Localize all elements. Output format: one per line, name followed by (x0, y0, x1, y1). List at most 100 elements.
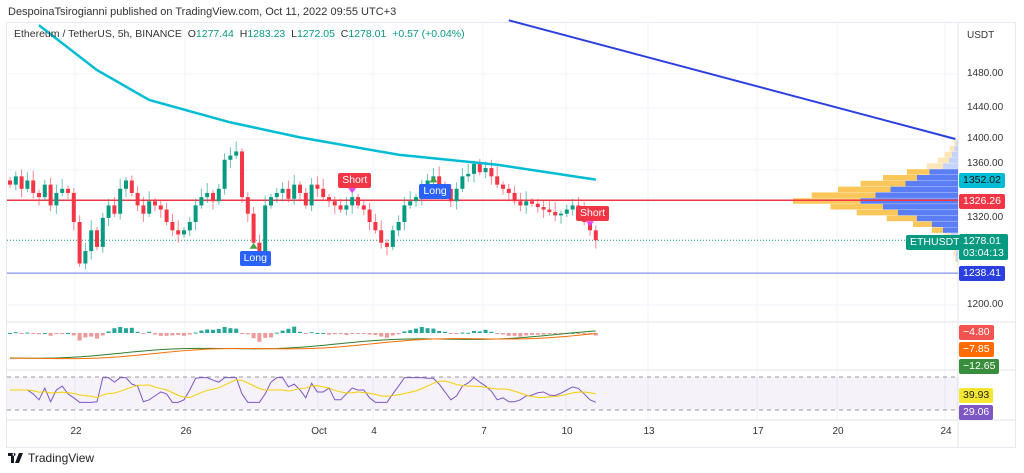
macd-histogram-bar (124, 328, 128, 333)
macd-histogram-bar (228, 328, 233, 333)
candle-body (593, 230, 598, 241)
macd-histogram-bar (448, 333, 453, 334)
macd-histogram-bar (100, 333, 105, 336)
candle-body (71, 192, 76, 222)
candle-body (274, 192, 279, 198)
volume-profile-down-bar (929, 169, 958, 175)
macd-histogram-bar (332, 333, 337, 335)
candle-body (42, 184, 47, 198)
candle-body (472, 163, 476, 174)
macd-histogram-bar (524, 333, 529, 336)
low-label: L (291, 28, 297, 40)
long-arrow-icon (429, 176, 438, 183)
macd-histogram-bar (338, 333, 343, 334)
volume-profile-up-bar (944, 151, 952, 158)
macd-histogram-bar (170, 333, 175, 336)
time-tick: 10 (561, 426, 573, 437)
close-label: C (340, 28, 349, 40)
macd-histogram-bar (42, 333, 47, 334)
candle-body (373, 222, 378, 231)
candle-body (118, 188, 123, 214)
candle-body (13, 176, 18, 185)
candle-body (269, 197, 273, 206)
low-value: 1272.05 (296, 28, 335, 40)
time-tick: 13 (643, 426, 655, 437)
candle-body (245, 197, 250, 214)
macd-histogram-bar (425, 328, 430, 333)
macd-histogram-bar (129, 327, 134, 333)
macd-histogram-bar (512, 333, 517, 336)
macd-histogram-bar (274, 332, 279, 334)
macd-histogram-bar (402, 331, 407, 333)
candle-body (95, 230, 99, 247)
volume-profile-up-bar (793, 198, 861, 204)
publish-info: DespoinaTsirogianni published on Trading… (8, 6, 397, 18)
macd-histogram-bar (19, 333, 24, 334)
macd-histogram-bar (483, 329, 488, 333)
candle-body (234, 151, 239, 156)
macd-histogram-bar (506, 333, 511, 336)
candle-body (315, 184, 320, 189)
high-value: 1283.23 (247, 28, 286, 40)
candle-body (489, 168, 494, 177)
volume-profile-down-bar (883, 204, 958, 210)
long-signal-label: Long (239, 250, 271, 266)
macd-histogram-bar (205, 329, 210, 333)
candle-body (414, 197, 418, 202)
time-tick: 17 (752, 426, 764, 437)
candle-body (298, 184, 302, 193)
macd-histogram-bar (286, 328, 291, 333)
macd-histogram-bar (327, 333, 331, 335)
tradingview-logo-icon (8, 453, 23, 463)
tradingview-logo[interactable]: TradingView (8, 451, 94, 465)
symbol-name: Ethereum / TetherUS, 5h, BINANCE (14, 28, 182, 40)
macd-histogram-bar (240, 333, 244, 334)
macd-histogram-bar (158, 333, 163, 336)
candle-body (182, 230, 186, 235)
change-value: +0.57 (+0.04%) (392, 28, 465, 40)
candle-body (338, 205, 343, 210)
macd-histogram-bar (251, 333, 256, 339)
candle-body (280, 188, 285, 193)
candle-body (408, 201, 413, 206)
time-tick: Oct (311, 426, 327, 437)
support-value-badge: 1238.41 (959, 266, 1005, 281)
macd-histogram-bar (385, 333, 389, 338)
candle-body (367, 209, 372, 222)
time-tick: 24 (940, 426, 952, 437)
macd-histogram-bar (37, 333, 41, 335)
short-arrow-icon (348, 188, 357, 194)
volume-profile-down-bar (875, 192, 958, 198)
macd-histogram-bar (367, 333, 372, 335)
volume-profile-up-bar (811, 192, 876, 198)
macd-histogram-bar (419, 327, 424, 333)
candle-body (303, 192, 308, 206)
open-value: 1277.44 (195, 28, 234, 40)
macd-histogram-bar (535, 333, 540, 335)
candle-body (518, 201, 523, 206)
currency-label: USDT (967, 30, 995, 41)
macd-histogram-bar (530, 333, 534, 335)
candle-body (454, 188, 459, 202)
candle-body (77, 222, 82, 264)
volume-profile-down-bar (890, 186, 958, 193)
macd-histogram-bar (501, 333, 505, 335)
macd-histogram-bar (77, 333, 82, 341)
macd-histogram-bar (13, 332, 18, 334)
candle-body (425, 180, 430, 185)
long-arrow-icon (249, 242, 258, 249)
candle-body (205, 192, 210, 198)
macd-histogram-bar (518, 333, 523, 337)
volume-profile-down-bar (956, 140, 958, 146)
candle-body (158, 205, 163, 210)
volume-profile-down-bar (931, 221, 958, 227)
macd-histogram-bar (95, 333, 99, 339)
macd-histogram-bar (245, 333, 250, 335)
macd-histogram-bar (373, 333, 378, 335)
macd-histogram-bar (263, 333, 268, 338)
macd-histogram-bar (48, 333, 53, 336)
candle-body (257, 242, 262, 252)
volume-profile-up-bar (856, 209, 898, 216)
macd-histogram-bar (443, 331, 447, 333)
